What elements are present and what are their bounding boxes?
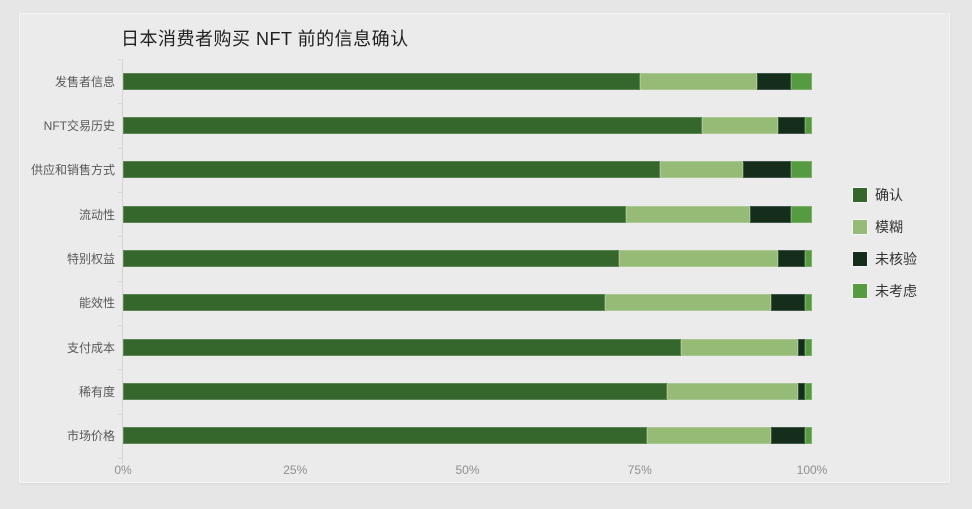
category-label: NFT交易历史 <box>43 118 115 133</box>
chart-title: 日本消费者购买 NFT 前的信息确认 <box>121 29 409 49</box>
bar-segment-not-considered <box>805 249 812 267</box>
category-label: 稀有度 <box>78 384 115 399</box>
bar-segment-ambiguous <box>667 382 799 400</box>
stacked-bar <box>123 72 812 90</box>
bar-segment-unverified <box>749 205 792 223</box>
bar-segment-confirmed <box>123 161 661 179</box>
category-label: 支付成本 <box>66 340 115 355</box>
bar-segment-ambiguous <box>619 249 778 267</box>
bar-segment-not-considered <box>805 427 812 445</box>
category-label: 流动性 <box>78 207 115 222</box>
bar-segment-confirmed <box>123 427 647 445</box>
stacked-bar <box>123 249 812 267</box>
bar-segment-unverified <box>798 382 806 400</box>
bar-segment-unverified <box>756 72 792 90</box>
stacked-bar <box>123 116 812 134</box>
bar-segment-unverified <box>798 338 806 356</box>
legend-label: 未核验 <box>875 251 917 267</box>
stacked-bar <box>123 338 812 356</box>
bar-segment-ambiguous <box>701 116 778 134</box>
y-axis-labels: 发售者信息 NFT交易历史供应和销售方式流动性特别权益能效性支付成本稀有度市场价格 <box>20 59 115 458</box>
legend-swatch-icon <box>853 252 867 266</box>
stacked-bar <box>123 382 812 400</box>
legend-label: 确认 <box>875 187 903 203</box>
y-axis-tick <box>118 59 122 60</box>
y-axis-tick <box>118 413 122 415</box>
bar-segment-ambiguous <box>660 161 744 179</box>
category-label: 供应和销售方式 <box>30 163 115 178</box>
bar-segment-ambiguous <box>646 427 771 445</box>
bar-row <box>123 148 812 192</box>
x-axis-labels: 0% 25% 50% 75% 100% <box>114 463 827 479</box>
stacked-bar <box>123 161 812 179</box>
bar-segment-unverified <box>770 294 806 312</box>
bar-segment-not-considered <box>805 116 812 134</box>
legend-label: 模糊 <box>875 219 903 235</box>
y-axis-tick <box>118 236 122 238</box>
bar-segment-confirmed <box>123 116 702 134</box>
stacked-bar <box>123 427 812 445</box>
bar-segment-not-considered <box>791 205 812 223</box>
bar-segment-confirmed <box>123 205 626 223</box>
y-axis-line <box>122 59 123 464</box>
legend-item-ambiguous: 模糊 <box>853 217 917 237</box>
bar-row <box>123 414 812 458</box>
x-axis-tick-label: 0% <box>114 463 132 477</box>
legend-label: 未考虑 <box>875 283 917 299</box>
category-label: 市场价格 <box>66 429 115 444</box>
bar-segment-not-considered <box>805 338 812 356</box>
x-axis-tick-label: 50% <box>455 463 480 477</box>
bar-segment-ambiguous <box>639 72 757 90</box>
legend-item-unverified: 未核验 <box>853 249 917 269</box>
bar-segment-confirmed <box>123 382 668 400</box>
bar-row <box>123 103 812 147</box>
stacked-bar <box>123 205 812 223</box>
bar-segment-confirmed <box>123 249 620 267</box>
bar-segment-unverified <box>770 427 806 445</box>
category-label: 能效性 <box>78 296 115 311</box>
bar-segment-unverified <box>777 116 806 134</box>
category-label: 发售者信息 <box>54 74 115 89</box>
bar-row <box>123 281 812 325</box>
bar-segment-ambiguous <box>681 338 799 356</box>
legend-item-confirmed: 确认 <box>853 185 917 205</box>
stacked-bar <box>123 294 812 312</box>
y-axis-tick <box>118 147 122 149</box>
legend-item-not-considered: 未考虑 <box>853 281 917 301</box>
bar-segment-confirmed <box>123 338 682 356</box>
bar-segment-unverified <box>777 249 806 267</box>
bar-segment-confirmed <box>123 294 606 312</box>
chart-card: 日本消费者购买 NFT 前的信息确认 发售者信息 NFT交易历史供应和销售方式流动… <box>19 13 950 483</box>
legend-swatch-icon <box>853 220 867 234</box>
bar-segment-not-considered <box>791 161 812 179</box>
bar-segment-confirmed <box>123 72 640 90</box>
bar-row <box>123 59 812 103</box>
y-axis-tick <box>118 458 122 459</box>
y-axis-tick <box>118 369 122 371</box>
bar-segment-ambiguous <box>625 205 750 223</box>
bar-segment-not-considered <box>791 72 812 90</box>
plot-area <box>123 59 812 458</box>
legend: 确认模糊未核验未考虑 <box>853 185 917 313</box>
x-axis-tick-label: 75% <box>627 463 652 477</box>
legend-swatch-icon <box>853 284 867 298</box>
y-axis-tick <box>118 192 122 193</box>
bar-row <box>123 236 812 280</box>
bar-row <box>123 369 812 413</box>
bar-segment-not-considered <box>805 294 812 312</box>
x-axis-tick-label: 25% <box>283 463 308 477</box>
x-axis-tick-label: 100% <box>796 463 828 477</box>
bar-row <box>123 325 812 369</box>
bar-segment-unverified <box>743 161 792 179</box>
bar-row <box>123 192 812 236</box>
category-label: 特别权益 <box>66 251 115 266</box>
y-axis-tick <box>118 325 122 326</box>
y-axis-tick <box>118 103 122 105</box>
y-axis-tick <box>118 280 122 282</box>
bar-segment-not-considered <box>805 382 812 400</box>
legend-swatch-icon <box>853 188 867 202</box>
bar-segment-ambiguous <box>605 294 771 312</box>
